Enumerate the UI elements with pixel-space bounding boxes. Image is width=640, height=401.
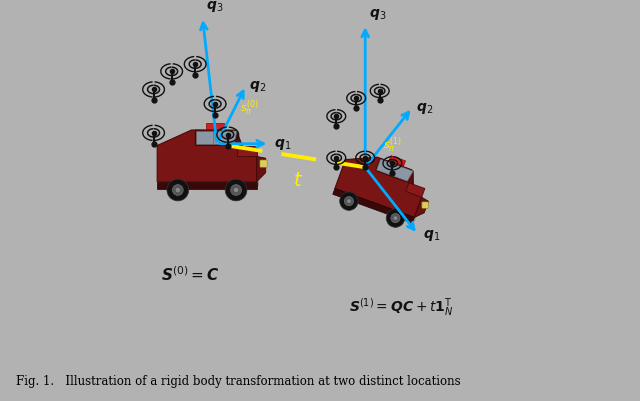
Circle shape: [225, 180, 247, 201]
Text: Fig. 1.   Illustration of a rigid body transformation at two distinct locations: Fig. 1. Illustration of a rigid body tra…: [16, 375, 461, 387]
Circle shape: [340, 192, 358, 211]
Circle shape: [167, 180, 189, 201]
Polygon shape: [196, 132, 212, 145]
Polygon shape: [333, 189, 414, 224]
Circle shape: [230, 185, 241, 196]
Circle shape: [347, 200, 351, 203]
Circle shape: [344, 197, 353, 206]
Text: $\boldsymbol{q}_3$: $\boldsymbol{q}_3$: [369, 7, 387, 22]
Polygon shape: [414, 198, 428, 218]
Polygon shape: [213, 132, 237, 145]
Text: $\boldsymbol{S}^{(0)} = \boldsymbol{C}$: $\boldsymbol{S}^{(0)} = \boldsymbol{C}$: [161, 265, 220, 284]
Polygon shape: [206, 124, 224, 130]
Circle shape: [234, 188, 238, 193]
Polygon shape: [406, 183, 425, 198]
Polygon shape: [389, 156, 406, 167]
Polygon shape: [159, 135, 259, 186]
Polygon shape: [237, 146, 257, 157]
Polygon shape: [157, 182, 257, 189]
Polygon shape: [376, 160, 394, 175]
Polygon shape: [376, 159, 413, 185]
Polygon shape: [335, 162, 422, 222]
Polygon shape: [257, 157, 266, 182]
Polygon shape: [157, 131, 257, 182]
Text: $\boldsymbol{q}_2$: $\boldsymbol{q}_2$: [416, 101, 433, 116]
Polygon shape: [390, 165, 413, 182]
Text: $\boldsymbol{q}_1$: $\boldsymbol{q}_1$: [423, 227, 440, 242]
Polygon shape: [195, 131, 242, 146]
Text: $\boldsymbol{S}^{(1)} = \boldsymbol{Q}\boldsymbol{C} + t\boldsymbol{1}_N^\mathsf: $\boldsymbol{S}^{(1)} = \boldsymbol{Q}\b…: [349, 296, 454, 318]
Text: $s_n^{(0)}$: $s_n^{(0)}$: [240, 99, 259, 118]
Circle shape: [391, 214, 400, 223]
Circle shape: [175, 188, 180, 193]
Text: $\boldsymbol{q}_2$: $\boldsymbol{q}_2$: [250, 79, 267, 94]
FancyBboxPatch shape: [260, 160, 267, 168]
Circle shape: [386, 209, 404, 228]
Circle shape: [172, 185, 183, 196]
Text: $s_n^{(1)}$: $s_n^{(1)}$: [383, 135, 402, 154]
Polygon shape: [335, 158, 422, 218]
FancyBboxPatch shape: [422, 203, 428, 209]
Text: $\boldsymbol{q}_1$: $\boldsymbol{q}_1$: [275, 137, 292, 152]
Text: $t$: $t$: [293, 171, 303, 190]
Circle shape: [394, 217, 397, 221]
Text: $\boldsymbol{q}_3$: $\boldsymbol{q}_3$: [206, 0, 223, 14]
